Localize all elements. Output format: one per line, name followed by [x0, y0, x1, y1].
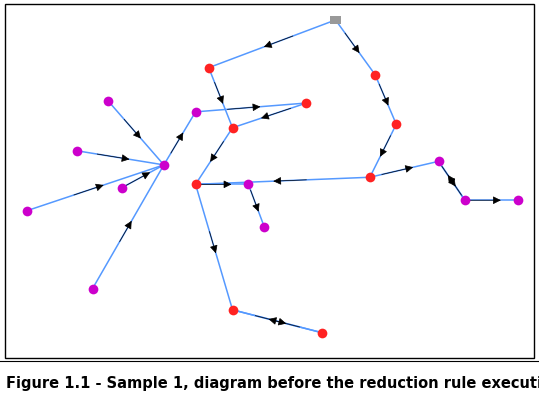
Text: Figure 1.1 - Sample 1, diagram before the reduction rule execution: Figure 1.1 - Sample 1, diagram before th…: [6, 376, 539, 391]
Bar: [330, 16, 341, 24]
